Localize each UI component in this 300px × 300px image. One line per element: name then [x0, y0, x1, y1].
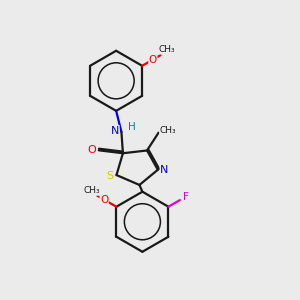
Text: O: O	[149, 55, 157, 64]
Text: N: N	[160, 165, 169, 175]
Text: O: O	[87, 145, 96, 155]
Text: CH₃: CH₃	[160, 126, 176, 135]
Text: H: H	[128, 122, 136, 132]
Text: S: S	[106, 171, 114, 181]
Text: O: O	[100, 195, 108, 205]
Text: N: N	[111, 126, 119, 136]
Text: F: F	[183, 192, 189, 202]
Text: CH₃: CH₃	[83, 186, 100, 195]
Text: CH₃: CH₃	[158, 45, 175, 54]
